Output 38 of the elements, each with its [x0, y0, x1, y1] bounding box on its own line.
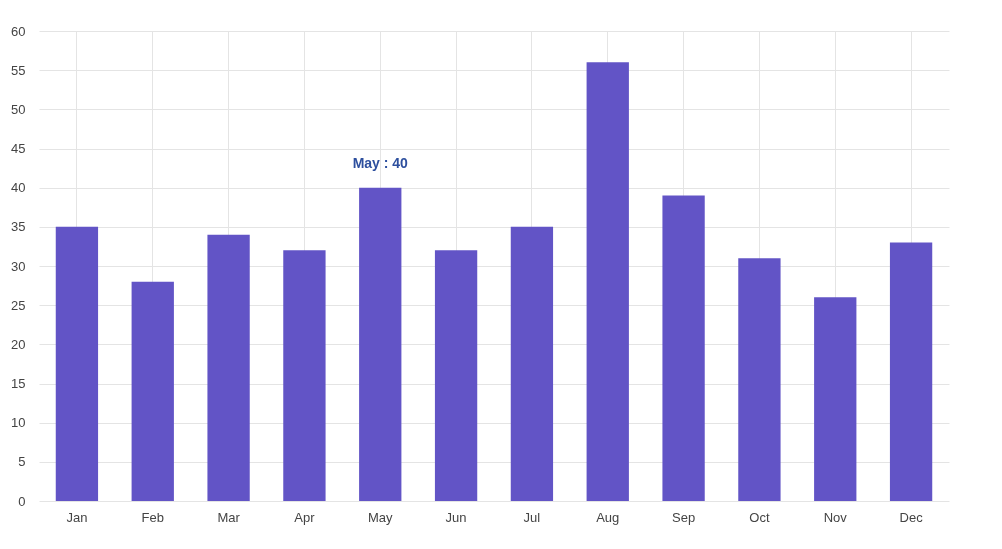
- x-tick-label: Aug: [596, 509, 620, 525]
- y-tick-label: 30: [11, 258, 26, 274]
- x-tick-label: May: [367, 509, 394, 525]
- bar: [738, 258, 781, 501]
- bar: [586, 62, 629, 501]
- x-tick-label: Jun: [445, 509, 467, 525]
- y-tick-label: 20: [11, 336, 26, 352]
- x-tick-label: Nov: [823, 509, 848, 525]
- x-tick-label: Oct: [749, 509, 770, 525]
- x-tick-label: Sep: [672, 509, 696, 525]
- bar: [55, 226, 99, 501]
- bar: [283, 250, 326, 501]
- y-tick-label: 60: [11, 23, 26, 39]
- y-tick-label: 10: [11, 415, 26, 431]
- y-tick-label: 0: [18, 493, 26, 509]
- x-tick-label: Dec: [899, 509, 924, 525]
- y-tick-label: 35: [11, 219, 26, 235]
- x-tick-label: Jan: [66, 509, 88, 525]
- y-tick-label: 50: [11, 101, 26, 117]
- bar: [889, 242, 933, 501]
- y-tick-label: 55: [11, 62, 26, 78]
- x-tick-label: Jul: [523, 509, 541, 525]
- bar: [131, 281, 174, 501]
- bar: [359, 187, 402, 501]
- bar: [662, 195, 705, 501]
- y-tick-label: 15: [11, 376, 26, 391]
- bar: [434, 250, 478, 501]
- bar: [207, 234, 250, 501]
- annotation: May : 40: [352, 154, 409, 171]
- y-tick-label: 40: [11, 180, 26, 196]
- x-tick-label: Mar: [217, 509, 241, 525]
- x-tick-label: Feb: [141, 509, 164, 525]
- bar: [814, 297, 857, 501]
- x-tick-label: Apr: [294, 509, 316, 525]
- y-tick-label: 25: [11, 297, 26, 313]
- bar: [510, 226, 554, 501]
- y-tick-label: 5: [18, 454, 26, 470]
- y-tick-label: 45: [11, 141, 26, 156]
